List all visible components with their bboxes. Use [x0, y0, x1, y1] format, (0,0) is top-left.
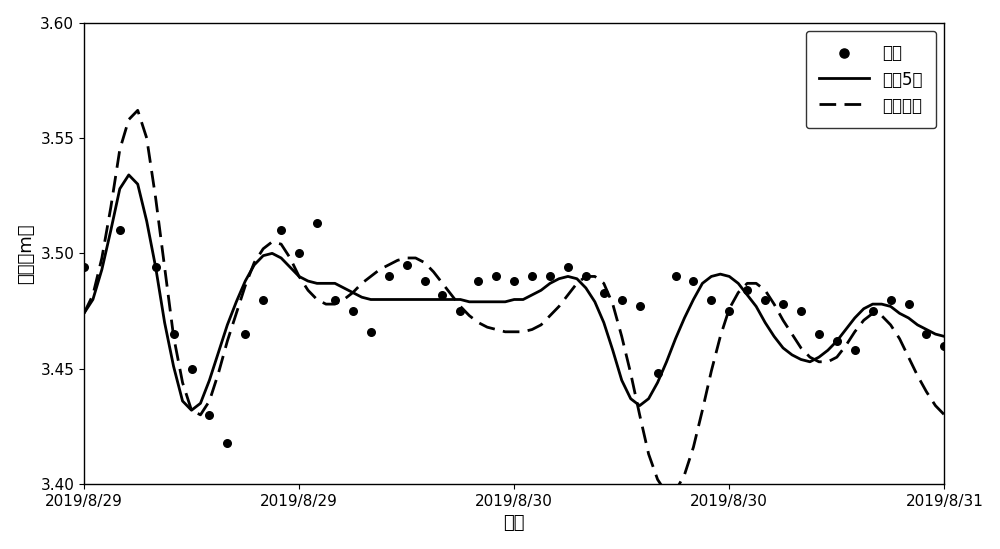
实测	[399, 261, 415, 270]
实测	[76, 263, 92, 272]
实测	[148, 263, 164, 272]
传统公式	[938, 412, 950, 418]
实测	[685, 277, 701, 285]
式（5）	[123, 172, 135, 178]
式（5）	[186, 407, 198, 413]
实测	[811, 330, 827, 339]
实测	[847, 346, 863, 355]
实测	[363, 327, 379, 336]
实测	[345, 307, 361, 316]
实测	[112, 226, 128, 234]
实测	[327, 295, 343, 304]
实测	[417, 277, 433, 285]
Y-axis label: 水位（m）: 水位（m）	[17, 223, 35, 284]
传统公式	[661, 490, 673, 497]
实测	[219, 438, 235, 447]
实测	[614, 295, 630, 304]
实测	[273, 226, 289, 234]
X-axis label: 时间: 时间	[503, 514, 525, 533]
式（5）	[759, 320, 771, 326]
传统公式	[150, 195, 162, 201]
实测	[381, 272, 397, 281]
传统公式	[105, 204, 117, 210]
实测	[650, 369, 666, 378]
式（5）	[320, 280, 332, 287]
实测	[201, 411, 217, 419]
实测	[883, 295, 899, 304]
实测	[524, 272, 540, 281]
实测	[596, 288, 612, 297]
实测	[865, 307, 881, 316]
实测	[918, 330, 934, 339]
实测	[488, 272, 504, 281]
实测	[470, 277, 486, 285]
实测	[291, 249, 307, 257]
实测	[632, 302, 648, 311]
Line: 传统公式: 传统公式	[84, 110, 944, 494]
实测	[668, 272, 684, 281]
实测	[775, 300, 791, 309]
Legend: 实测, 式（5）, 传统公式: 实测, 式（5）, 传统公式	[806, 31, 936, 128]
实测	[560, 263, 576, 272]
传统公式	[759, 287, 771, 294]
实测	[309, 219, 325, 228]
实测	[901, 300, 917, 309]
实测	[703, 295, 719, 304]
实测	[166, 330, 182, 339]
传统公式	[311, 296, 323, 303]
传统公式	[78, 310, 90, 317]
实测	[721, 307, 737, 316]
式（5）	[150, 264, 162, 271]
实测	[452, 307, 468, 316]
实测	[829, 337, 845, 345]
实测	[936, 341, 952, 350]
式（5）	[589, 299, 601, 305]
实测	[542, 272, 558, 281]
实测	[506, 277, 522, 285]
Line: 式（5）: 式（5）	[84, 175, 944, 410]
实测	[578, 272, 594, 281]
实测	[793, 307, 809, 316]
式（5）	[938, 333, 950, 340]
式（5）	[105, 227, 117, 233]
式（5）	[526, 292, 538, 298]
实测	[757, 295, 773, 304]
实测	[237, 330, 253, 339]
实测	[184, 365, 200, 373]
传统公式	[580, 273, 592, 280]
传统公式	[517, 328, 529, 335]
实测	[739, 286, 755, 295]
传统公式	[132, 107, 144, 114]
实测	[255, 295, 271, 304]
实测	[434, 290, 450, 299]
式（5）	[78, 310, 90, 317]
